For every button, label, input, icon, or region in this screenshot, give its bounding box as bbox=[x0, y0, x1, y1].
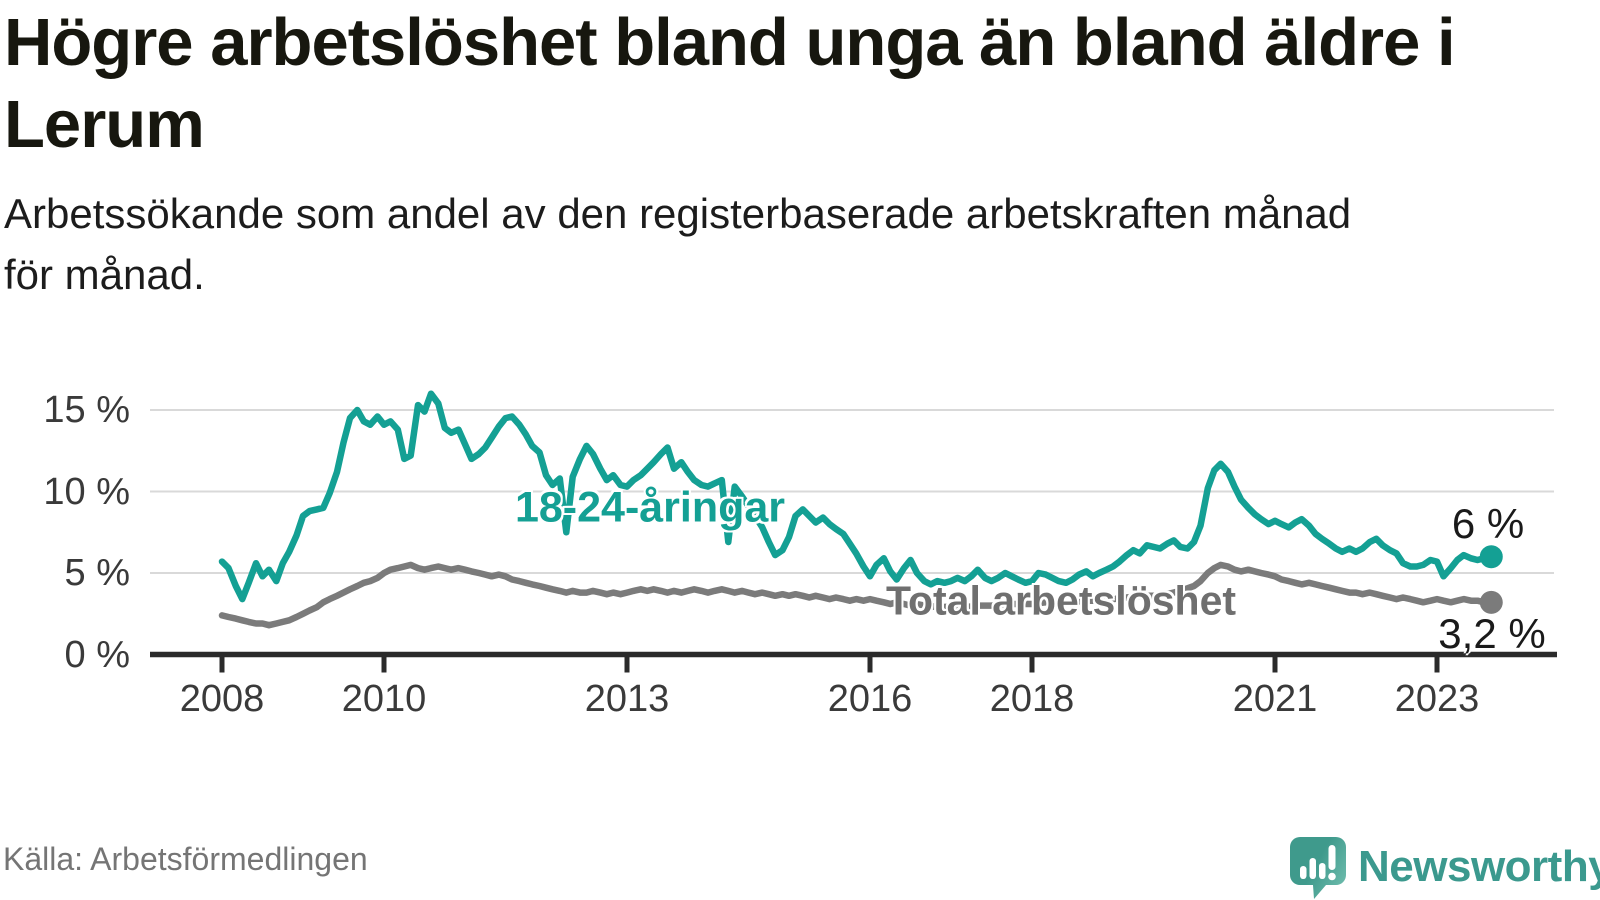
chart-title: Högre arbetslöshet bland unga än bland ä… bbox=[4, 5, 1456, 162]
x-axis-label: 2010 bbox=[341, 678, 427, 720]
newsworthy-wordmark: Newsworthy bbox=[1358, 842, 1600, 891]
end-value-18-24: 6 % bbox=[1451, 500, 1525, 547]
logo-exclamation-dot bbox=[1328, 872, 1336, 881]
speech-bubble-shape bbox=[1290, 837, 1346, 899]
newsworthy-icon bbox=[1290, 837, 1346, 899]
series-label-total: Total arbetslöshet bbox=[885, 577, 1237, 624]
y-axis-label: 10 % bbox=[43, 470, 130, 513]
x-axis-label: 2023 bbox=[1394, 678, 1480, 720]
x-axis bbox=[150, 651, 1557, 673]
logo-bar-1 bbox=[1300, 866, 1307, 879]
series-line-18-24 bbox=[218, 390, 1495, 603]
logo-exclamation-bar bbox=[1328, 845, 1336, 870]
logo-bar-2 bbox=[1309, 858, 1316, 879]
logo-bar-3 bbox=[1319, 863, 1326, 879]
chart-subtitle: Arbetssökande som andel av den registerb… bbox=[4, 190, 1352, 298]
x-axis-label: 2018 bbox=[989, 678, 1075, 720]
x-axis-label: 2008 bbox=[179, 678, 265, 720]
end-dot-total bbox=[1479, 590, 1503, 614]
end-value-total: 3,2 % bbox=[1438, 610, 1546, 657]
y-axis-label: 0 % bbox=[64, 633, 130, 676]
x-axis-label: 2016 bbox=[827, 678, 913, 720]
x-axis-label: 2021 bbox=[1232, 678, 1318, 720]
end-dot-18-24 bbox=[1479, 545, 1503, 569]
newsworthy-logo: Newsworthy bbox=[1286, 833, 1600, 899]
y-axis-label: 15 % bbox=[43, 389, 130, 431]
series-label-18-24: 18-24-åringar bbox=[514, 483, 786, 532]
series-line-total bbox=[218, 561, 1495, 629]
source-note: Källa: Arbetsförmedlingen bbox=[3, 841, 368, 877]
y-axis-label: 5 % bbox=[64, 552, 130, 594]
x-axis-label: 2013 bbox=[584, 678, 670, 720]
